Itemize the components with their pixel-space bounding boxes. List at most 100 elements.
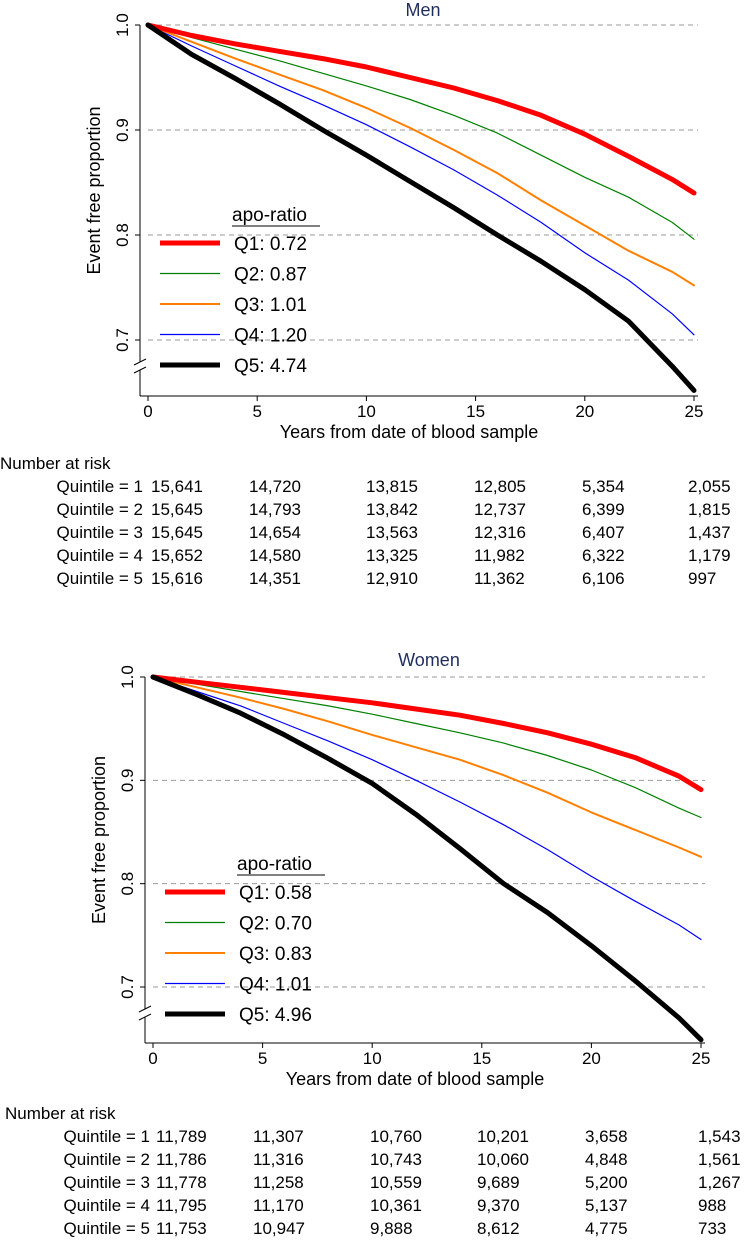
risk-cell: 6,106 [582, 569, 625, 588]
risk-cell: 10,361 [370, 1196, 422, 1215]
risk-cell: 10,559 [370, 1173, 422, 1192]
legend-title: apo-ratio [237, 854, 312, 875]
risk-row: Quintile = 2 11,786 11,316 10,743 10,060 4,84… [0, 1148, 750, 1171]
series-line-q3 [152, 676, 702, 858]
men-y-axis-label: Event free proportion [84, 106, 104, 274]
risk-cell: 15,616 [151, 569, 203, 588]
legend-label-q5: Q5: 4.74 [234, 356, 307, 377]
axis-break-mark [133, 358, 147, 366]
risk-cell: 12,316 [474, 523, 526, 542]
legend-label-q3: Q3: 1.01 [234, 295, 307, 316]
risk-row-label: Quintile = 1 [56, 477, 143, 496]
risk-cell: 988 [698, 1196, 727, 1215]
risk-cell: 10,201 [477, 1127, 529, 1146]
risk-cell: 14,351 [249, 569, 301, 588]
risk-row-label: Quintile = 5 [63, 1219, 150, 1238]
risk-cell: 13,325 [366, 546, 418, 565]
risk-cell: 15,645 [151, 523, 203, 542]
x-tick-label: 25 [685, 402, 704, 421]
risk-cell: 5,354 [582, 477, 625, 496]
legend-label-q1: Q1: 0.58 [239, 883, 312, 904]
risk-cell: 5,137 [585, 1196, 628, 1215]
risk-table-title: Number at risk [5, 1104, 116, 1123]
risk-cell: 1,815 [688, 500, 731, 519]
x-tick-label: 10 [363, 1049, 382, 1068]
risk-cell: 14,720 [249, 477, 301, 496]
risk-cell: 9,689 [477, 1173, 520, 1192]
risk-cell: 2,055 [688, 477, 731, 496]
series-line-q1 [145, 22, 697, 196]
legend-label-q4: Q4: 1.01 [239, 975, 312, 996]
series-line-q4 [147, 24, 695, 336]
risk-row-label: Quintile = 4 [63, 1196, 150, 1215]
series-line-q2 [152, 676, 702, 819]
series-line-q5 [150, 674, 704, 1043]
risk-cell: 11,316 [253, 1150, 304, 1169]
risk-table-title: Number at risk [0, 454, 111, 473]
risk-cell: 11,789 [156, 1127, 207, 1146]
risk-cell: 11,170 [253, 1196, 304, 1215]
risk-cell: 1,437 [688, 523, 731, 542]
x-tick-label: 25 [692, 1049, 711, 1068]
risk-cell: 6,399 [582, 500, 625, 519]
men-chart: Men 0.7 0.8 0.9 1.0 Event free proportion 0 5 10… [84, 0, 704, 442]
risk-cell: 9,370 [477, 1196, 520, 1215]
x-tick-label: 0 [148, 1049, 157, 1068]
series-line-q3 [147, 24, 695, 287]
risk-cell: 14,793 [249, 500, 301, 519]
y-tick-label: 1.0 [113, 13, 132, 37]
risk-cell: 1,267 [698, 1173, 741, 1192]
risk-cell: 11,982 [474, 546, 525, 565]
x-tick-label: 20 [575, 402, 594, 421]
risk-cell: 11,307 [253, 1127, 304, 1146]
risk-cell: 8,612 [477, 1219, 520, 1238]
series-line-q5 [145, 22, 697, 393]
risk-cell: 3,658 [585, 1127, 628, 1146]
risk-cell: 10,060 [477, 1150, 529, 1169]
risk-cell: 12,737 [474, 500, 526, 519]
risk-row-label: Quintile = 1 [63, 1127, 150, 1146]
risk-cell: 10,743 [370, 1150, 422, 1169]
legend-title: apo-ratio [232, 205, 307, 226]
risk-cell: 14,580 [249, 546, 301, 565]
women-y-axis-label: Event free proportion [89, 756, 109, 924]
risk-row-label: Quintile = 3 [63, 1173, 150, 1192]
x-tick-label: 5 [258, 1049, 267, 1068]
women-chart: Women 0.7 0.8 0.9 1.0 Event free proportion 0 5… [89, 650, 711, 1089]
risk-cell: 11,362 [474, 569, 525, 588]
x-tick-label: 0 [143, 402, 152, 421]
risk-cell: 11,795 [156, 1196, 207, 1215]
risk-row: Quintile = 5 11,753 10,947 9,888 8,612 4,775 7… [0, 1217, 750, 1240]
y-tick-label: 0.8 [118, 872, 137, 896]
series-line-q2 [147, 24, 695, 240]
men-risk-table: Number at risk Quintile = 1 15,641 14,720 13… [0, 452, 750, 602]
axis-break-mark [138, 1005, 152, 1013]
risk-cell: 13,563 [366, 523, 418, 542]
risk-cell: 12,910 [366, 569, 418, 588]
risk-row-label: Quintile = 4 [56, 546, 143, 565]
legend-label-q4: Q4: 1.20 [234, 326, 307, 347]
risk-cell: 12,805 [474, 477, 526, 496]
x-tick-label: 10 [357, 402, 376, 421]
risk-row: Quintile = 4 11,795 11,170 10,361 9,370 5,137… [0, 1194, 750, 1217]
y-tick-label: 1.0 [118, 665, 137, 689]
risk-cell: 733 [698, 1219, 727, 1238]
risk-cell: 13,842 [366, 500, 418, 519]
women-risk-table: Number at risk Quintile = 1 11,789 11,307 10… [0, 1102, 750, 1252]
risk-row: Quintile = 2 15,645 14,793 13,842 12,737 6,39… [0, 498, 750, 521]
axis-break-mark [133, 366, 147, 374]
risk-row-label: Quintile = 5 [56, 569, 143, 588]
men-x-axis-label: Years from date of blood sample [280, 422, 539, 442]
women-x-axis-label: Years from date of blood sample [286, 1069, 545, 1089]
y-tick-label: 0.7 [113, 328, 132, 352]
y-tick-label: 0.9 [113, 118, 132, 142]
risk-row-label: Quintile = 2 [63, 1150, 150, 1169]
y-tick-label: 0.8 [113, 223, 132, 247]
risk-cell: 15,641 [151, 477, 203, 496]
risk-cell: 11,786 [156, 1150, 207, 1169]
y-tick-label: 0.7 [118, 975, 137, 999]
risk-row: Quintile = 1 15,641 14,720 13,815 12,805 5,35… [0, 475, 750, 498]
risk-cell: 10,947 [253, 1219, 305, 1238]
risk-cell: 9,888 [370, 1219, 413, 1238]
legend-label-q1: Q1: 0.72 [234, 234, 307, 255]
